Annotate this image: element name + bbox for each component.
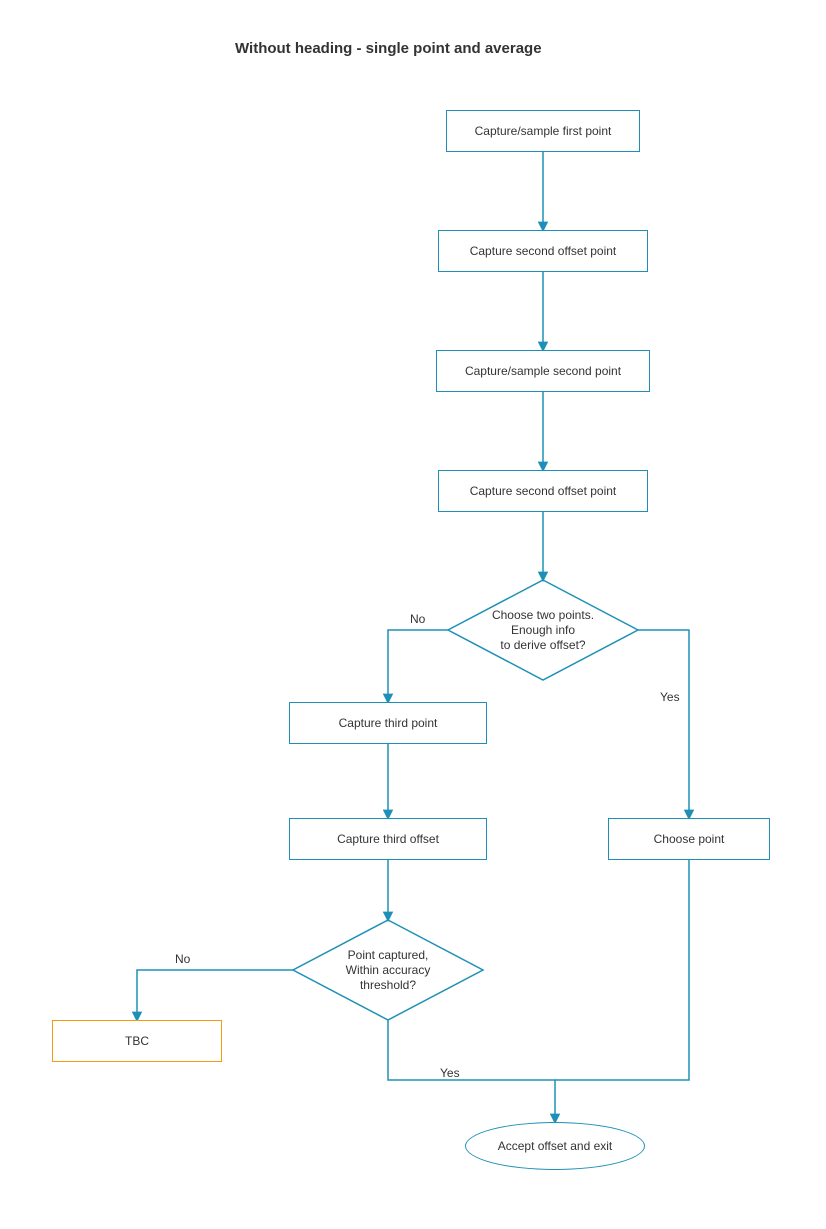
edge-label-e6: Yes	[660, 690, 680, 704]
edge-e10	[388, 1020, 555, 1122]
edge-label-e10: Yes	[440, 1066, 460, 1080]
flowchart-canvas: Without heading - single point and avera…	[0, 0, 826, 1229]
page-title: Without heading - single point and avera…	[235, 40, 542, 57]
node-n7: Choose point	[608, 818, 770, 860]
node-n1: Capture/sample first point	[446, 110, 640, 152]
edge-e5	[388, 630, 448, 702]
node-n5: Capture third point	[289, 702, 487, 744]
node-label-d2: Point captured,Within accuracythreshold?	[293, 948, 483, 993]
edge-label-e5: No	[410, 612, 425, 626]
node-label-d1: Choose two points.Enough infoto derive o…	[448, 608, 638, 653]
node-tbc: TBC	[52, 1020, 222, 1062]
edge-e9	[137, 970, 293, 1020]
node-n4: Capture second offset point	[438, 470, 648, 512]
node-d2: Point captured,Within accuracythreshold?	[293, 920, 483, 1020]
edge-e11	[555, 860, 689, 1080]
edge-label-e9: No	[175, 952, 190, 966]
node-n3: Capture/sample second point	[436, 350, 650, 392]
node-n2: Capture second offset point	[438, 230, 648, 272]
node-d1: Choose two points.Enough infoto derive o…	[448, 580, 638, 680]
edge-e6	[638, 630, 689, 818]
node-n6: Capture third offset	[289, 818, 487, 860]
node-end: Accept offset and exit	[465, 1122, 645, 1170]
